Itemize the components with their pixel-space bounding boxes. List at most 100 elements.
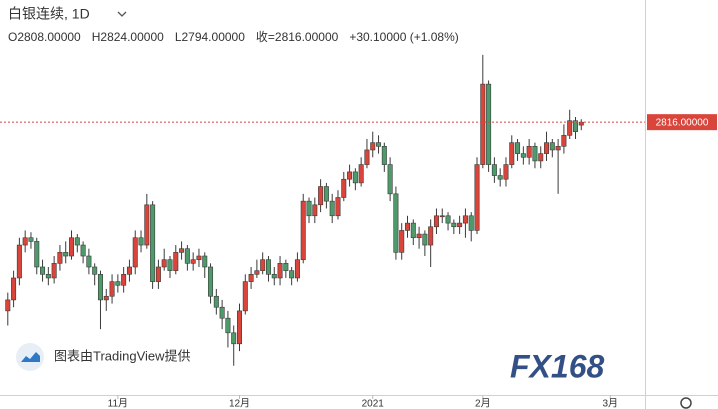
- candle-body: [549, 142, 555, 151]
- candle-body: [312, 204, 318, 217]
- candle-body: [219, 306, 225, 319]
- candle-body: [555, 145, 561, 151]
- candle-body: [376, 142, 382, 147]
- candle-body: [329, 200, 335, 217]
- candle-body: [150, 204, 156, 282]
- candle-body: [538, 153, 544, 162]
- watermark: FX168: [510, 348, 604, 384]
- candle-body: [416, 233, 422, 239]
- candle-body: [381, 145, 387, 165]
- candle-body: [63, 252, 69, 257]
- candle-body: [260, 259, 266, 271]
- candle-body: [457, 222, 463, 228]
- candle-body: [277, 263, 283, 279]
- header-field: H2824.00000: [92, 30, 164, 44]
- candle-body: [497, 175, 503, 180]
- candle-body: [399, 230, 405, 253]
- candle-body: [520, 153, 526, 158]
- price-tag-label: 2816.00000: [656, 117, 709, 128]
- candle-body: [173, 252, 179, 271]
- candle-body: [184, 248, 190, 264]
- candle-body: [462, 215, 468, 224]
- candle-body: [69, 237, 75, 257]
- x-tick-label: 11月: [108, 398, 128, 409]
- candle-body: [11, 277, 17, 301]
- x-tick-label: 2021: [362, 399, 385, 409]
- candle-body: [451, 222, 457, 228]
- candle-body: [387, 164, 393, 195]
- x-tick-label: 12月: [229, 398, 250, 409]
- candle-body: [213, 295, 219, 308]
- candle-body: [468, 215, 474, 231]
- candle-body: [190, 259, 196, 264]
- candle-body: [433, 215, 439, 228]
- candle-body: [289, 270, 295, 279]
- candle-body: [155, 266, 161, 282]
- candle-body: [138, 237, 144, 246]
- candle-body: [57, 252, 63, 264]
- candle-body: [347, 171, 353, 180]
- header-field: +30.10000 (+1.08%): [349, 30, 458, 44]
- candle-body: [237, 310, 243, 345]
- candle-body: [74, 237, 80, 246]
- ohlc-header: O2808.00000 H2824.00000 L2794.00000 收=2816.…: [8, 30, 459, 44]
- candle-body: [144, 204, 150, 246]
- candle-body: [225, 317, 231, 334]
- candle-body: [439, 215, 445, 218]
- candle-body: [196, 255, 202, 260]
- candle-body: [34, 241, 40, 268]
- candle-body: [491, 164, 497, 176]
- candle-body: [179, 248, 185, 253]
- candle-body: [410, 222, 416, 239]
- candle-body: [248, 274, 254, 282]
- candle-body: [364, 149, 370, 165]
- candle-body: [231, 332, 237, 345]
- x-tick-label: 2月: [475, 398, 491, 409]
- candle-body: [167, 259, 173, 271]
- candle-body: [404, 222, 410, 231]
- candle-body: [532, 145, 538, 162]
- candle-body: [318, 186, 324, 206]
- candle-body: [352, 171, 358, 184]
- candle-body: [486, 83, 492, 165]
- candle-body: [208, 266, 214, 297]
- candle-body: [474, 164, 480, 231]
- candle-body: [254, 270, 260, 275]
- candle-body: [5, 299, 11, 312]
- candle-body: [422, 233, 428, 246]
- candle-body: [132, 237, 138, 268]
- candle-body: [126, 266, 132, 275]
- candle-body: [335, 197, 341, 217]
- candle-body: [300, 200, 306, 260]
- title-chevron[interactable]: [117, 11, 127, 17]
- candle-body: [341, 178, 347, 198]
- candle-body: [109, 281, 115, 297]
- candle-body: [323, 186, 329, 202]
- candle-body: [16, 244, 22, 279]
- candle-body: [121, 274, 127, 286]
- candle-body: [515, 142, 521, 154]
- plot-area: [5, 54, 584, 366]
- header-field: O2808.00000: [8, 30, 81, 44]
- candle-body: [572, 120, 578, 132]
- header-field: 收=2816.00000: [256, 30, 339, 44]
- header-field: L2794.00000: [175, 30, 245, 44]
- candle-body: [503, 164, 509, 180]
- settings-gear: [680, 397, 692, 409]
- candle-body: [370, 142, 376, 151]
- candle-body: [480, 83, 486, 165]
- candle-body: [51, 263, 57, 279]
- settings-icon[interactable]: [680, 397, 692, 409]
- credit[interactable]: 图表由TradingView提供: [16, 343, 191, 371]
- candle-body: [80, 244, 86, 257]
- credit-text: 图表由TradingView提供: [54, 348, 191, 363]
- credit-icon: [21, 352, 40, 362]
- candle-body: [294, 259, 300, 279]
- candle-body: [97, 274, 103, 301]
- candle-body: [103, 295, 109, 301]
- candle-body: [271, 274, 277, 279]
- candle-body: [161, 259, 167, 268]
- candle-body: [202, 255, 208, 268]
